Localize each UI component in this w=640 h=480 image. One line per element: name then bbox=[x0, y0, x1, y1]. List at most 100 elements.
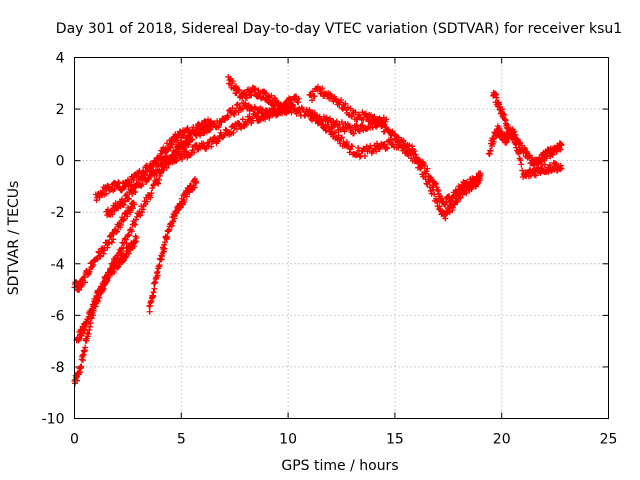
data-point bbox=[159, 164, 166, 171]
data-point bbox=[252, 86, 259, 93]
data-point bbox=[215, 122, 222, 129]
data-point bbox=[293, 110, 300, 117]
data-point bbox=[122, 198, 129, 205]
data-point bbox=[362, 110, 369, 117]
data-point bbox=[132, 239, 139, 246]
data-point bbox=[234, 101, 241, 108]
x-tick-label: 0 bbox=[70, 432, 79, 448]
data-point bbox=[139, 206, 146, 213]
data-point bbox=[122, 236, 129, 243]
data-point bbox=[229, 78, 236, 85]
data-point bbox=[156, 167, 163, 174]
data-point bbox=[78, 363, 85, 370]
data-point bbox=[346, 149, 353, 156]
series-track-d bbox=[92, 116, 215, 204]
data-point bbox=[155, 180, 162, 187]
data-series bbox=[71, 73, 565, 387]
data-point bbox=[125, 250, 132, 257]
data-point bbox=[111, 186, 118, 193]
x-tick-label: 5 bbox=[177, 432, 186, 448]
data-point bbox=[125, 231, 132, 238]
data-point bbox=[193, 178, 200, 185]
data-point bbox=[114, 228, 121, 235]
data-point bbox=[132, 189, 139, 196]
data-point bbox=[191, 149, 198, 156]
data-point bbox=[319, 117, 326, 124]
data-point bbox=[208, 143, 215, 150]
data-point bbox=[424, 165, 431, 172]
data-point bbox=[233, 102, 240, 109]
data-point bbox=[558, 142, 565, 149]
data-point bbox=[110, 269, 117, 276]
series-track-g bbox=[169, 100, 296, 166]
data-point bbox=[161, 245, 168, 252]
data-point bbox=[325, 123, 332, 130]
series-track-c bbox=[71, 199, 138, 294]
data-point bbox=[356, 153, 363, 160]
data-point bbox=[97, 253, 104, 260]
data-point bbox=[472, 183, 479, 190]
x-tick-label: 10 bbox=[279, 432, 297, 448]
data-point bbox=[232, 83, 239, 90]
data-point bbox=[181, 199, 188, 206]
data-point bbox=[373, 148, 380, 155]
data-point bbox=[95, 294, 102, 301]
data-point bbox=[517, 157, 524, 164]
data-point bbox=[503, 138, 510, 145]
data-point bbox=[387, 136, 394, 143]
data-point bbox=[326, 115, 333, 122]
data-point bbox=[236, 86, 243, 93]
chart-title: Day 301 of 2018, Sidereal Day-to-day VTE… bbox=[56, 21, 622, 37]
data-point bbox=[397, 139, 404, 146]
data-point bbox=[430, 186, 437, 193]
x-axis-label: GPS time / hours bbox=[281, 458, 398, 474]
data-point bbox=[103, 190, 110, 197]
data-point bbox=[364, 148, 371, 155]
data-point bbox=[523, 148, 530, 155]
data-point bbox=[81, 274, 88, 281]
data-point bbox=[77, 369, 84, 376]
plot-frame bbox=[74, 57, 609, 419]
data-point bbox=[306, 107, 313, 114]
data-point bbox=[160, 167, 167, 174]
y-tick-label: 0 bbox=[56, 154, 65, 170]
data-point bbox=[543, 155, 550, 162]
data-point bbox=[170, 218, 177, 225]
data-point bbox=[368, 119, 375, 126]
y-tick-label: -2 bbox=[51, 205, 65, 221]
series-track-b bbox=[73, 233, 140, 344]
data-point bbox=[443, 199, 450, 206]
grid-lines bbox=[74, 57, 609, 419]
data-point bbox=[262, 116, 269, 123]
data-point bbox=[385, 126, 392, 133]
data-point bbox=[290, 102, 297, 109]
data-point bbox=[135, 176, 142, 183]
data-point bbox=[121, 216, 128, 223]
data-point bbox=[101, 281, 108, 288]
data-point bbox=[147, 194, 154, 201]
data-point bbox=[350, 130, 357, 137]
data-point bbox=[191, 184, 198, 191]
data-point bbox=[131, 201, 138, 208]
data-point bbox=[395, 144, 402, 151]
data-point bbox=[360, 116, 367, 123]
data-point bbox=[315, 86, 322, 93]
data-point bbox=[353, 151, 360, 158]
data-point bbox=[454, 198, 461, 205]
data-point bbox=[270, 102, 277, 109]
data-point bbox=[414, 157, 421, 164]
data-point bbox=[217, 129, 224, 136]
data-point bbox=[371, 113, 378, 120]
data-point bbox=[318, 121, 325, 128]
data-point bbox=[541, 161, 548, 168]
data-point bbox=[85, 319, 92, 326]
data-point bbox=[151, 285, 158, 292]
data-point bbox=[342, 100, 349, 107]
data-point bbox=[268, 92, 275, 99]
data-point bbox=[120, 257, 127, 264]
y-tick-label: -10 bbox=[42, 412, 65, 428]
data-point bbox=[185, 141, 192, 148]
data-point bbox=[328, 125, 335, 132]
axis-ticks bbox=[74, 57, 609, 419]
